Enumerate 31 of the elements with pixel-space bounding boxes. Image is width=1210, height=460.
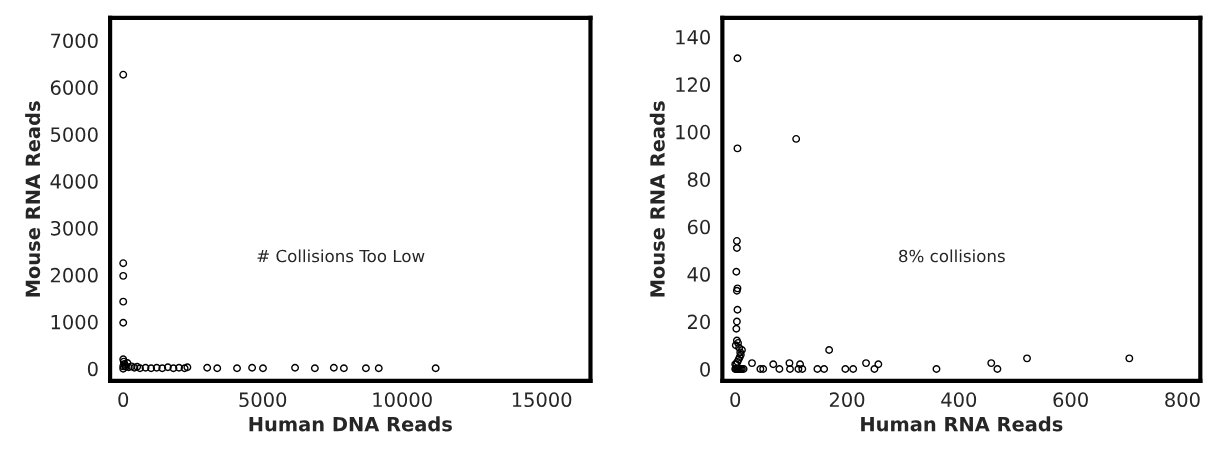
y-tick-label: 0 [87, 361, 98, 377]
y-tick-label: 1000 [51, 314, 98, 330]
y-tick-label: 5000 [51, 127, 98, 142]
y-axis-title: Mouse RNA Reads [25, 101, 41, 297]
y-tick-label: 0 [700, 361, 710, 377]
x-tick-label: 200 [829, 392, 865, 408]
y-tick-label: 140 [676, 29, 710, 45]
annotation: # Collisions Too Low [257, 249, 425, 263]
y-tick-label: 40 [687, 267, 710, 282]
x-tick-label: 5000 [239, 392, 287, 408]
y-tick-label: 7000 [51, 33, 98, 49]
y-tick-label: 4000 [50, 174, 98, 189]
x-tick-label: 0 [118, 392, 129, 408]
y-tick-label: 6000 [50, 80, 98, 95]
y-tick-label: 120 [676, 77, 710, 93]
x-tick-label: 0 [730, 392, 741, 408]
y-tick-label: 20 [687, 314, 710, 330]
x-tick-label: 600 [1053, 392, 1088, 408]
y-tick-label: 100 [676, 124, 710, 140]
y-axis-title: Mouse RNA Reads [649, 101, 665, 297]
y-tick-label: 60 [687, 219, 710, 235]
y-tick-label: 2000 [50, 267, 98, 283]
y-tick-label: 3000 [51, 220, 98, 236]
x-tick-label: 15000 [512, 392, 572, 408]
annotation: 8% collisions [899, 249, 1005, 263]
x-axis-title: Human RNA Reads [861, 416, 1063, 432]
x-axis-title: Human DNA Reads [249, 416, 452, 432]
y-tick-label: 80 [687, 172, 710, 187]
x-tick-label: 400 [941, 392, 977, 408]
x-tick-label: 10000 [373, 392, 432, 408]
x-tick-label: 800 [1165, 392, 1200, 408]
